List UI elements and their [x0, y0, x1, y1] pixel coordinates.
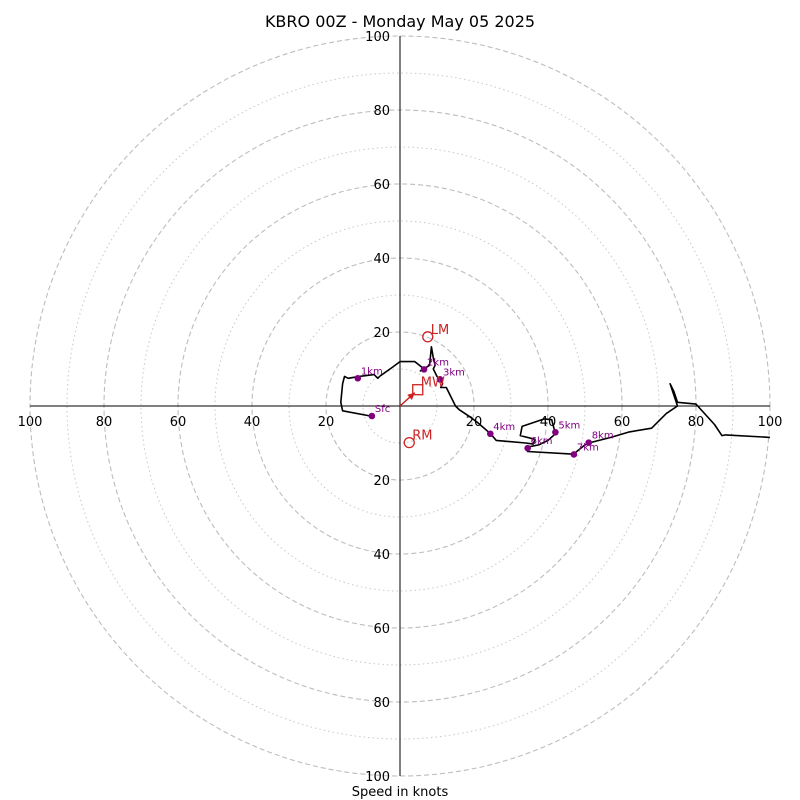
height-marker-label: 6km	[531, 436, 553, 447]
storm-motion-markers: LM RM MW	[399, 323, 449, 449]
x-tick-label: 40	[244, 415, 261, 430]
height-marker-point	[368, 412, 376, 420]
height-marker-label: 4km	[493, 422, 515, 433]
height-marker-point	[552, 428, 559, 436]
y-tick-label: 80	[373, 696, 390, 711]
height-marker-label: Sfc	[375, 404, 390, 415]
x-tick-label: 20	[466, 415, 483, 430]
x-tick-label: 80	[96, 415, 113, 430]
x-tick-label: 60	[614, 415, 631, 430]
x-axis-label: Speed in knots	[352, 785, 449, 800]
tick-labels: 100 80 60 40 20 20 40 60 80 100100806040202040608…	[18, 30, 783, 785]
height-marker-point	[420, 366, 428, 373]
height-marker-point	[570, 451, 578, 458]
y-tick-label: 100	[365, 770, 390, 785]
storm-motion-label: MW	[421, 376, 445, 391]
x-tick-label: 60	[170, 415, 187, 430]
height-marker-label: 7km	[577, 442, 599, 453]
x-tick-label: 100	[758, 415, 783, 430]
height-marker-label: 1km	[361, 366, 383, 377]
x-tick-label: 100	[18, 415, 43, 430]
x-tick-label: 80	[688, 415, 705, 430]
storm-motion-label: LM	[431, 323, 449, 338]
height-marker-point	[524, 444, 531, 452]
height-marker-point	[585, 439, 592, 446]
x-tick-label: 20	[318, 415, 335, 430]
height-marker-label: 3km	[443, 367, 465, 378]
height-marker-point	[436, 376, 444, 383]
height-marker-point	[354, 374, 362, 382]
storm-motion-label: RM	[412, 429, 432, 444]
y-tick-label: 20	[373, 474, 390, 489]
storm-motion-marker	[422, 331, 434, 343]
height-marker-label: 8km	[592, 431, 614, 442]
y-tick-label: 100	[365, 30, 390, 45]
storm-motion-marker	[403, 436, 415, 449]
chart-title: KBRO 00Z - Monday May 05 2025	[265, 12, 535, 31]
y-tick-label: 60	[373, 622, 390, 637]
y-tick-label: 40	[373, 548, 390, 563]
y-tick-label: 40	[373, 252, 390, 267]
height-marker-label: 2km	[427, 357, 449, 368]
height-marker-label: 5km	[558, 420, 580, 431]
y-tick-label: 60	[373, 178, 390, 193]
height-marker-point	[486, 430, 494, 438]
y-tick-label: 80	[373, 104, 390, 119]
mean-wind-marker	[412, 384, 424, 396]
y-tick-label: 20	[373, 326, 390, 341]
